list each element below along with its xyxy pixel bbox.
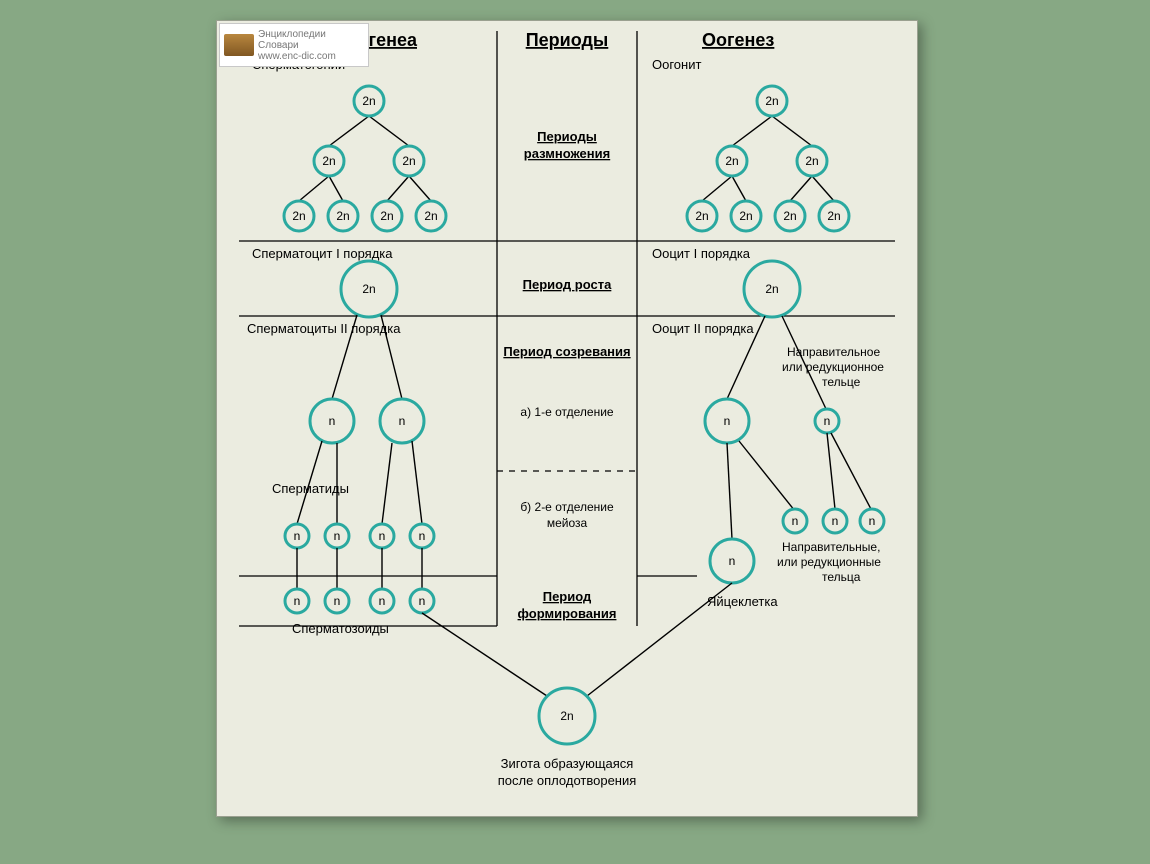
svg-text:Период: Период [543, 589, 592, 604]
svg-text:Направительные,: Направительные, [782, 540, 880, 554]
svg-text:n: n [869, 514, 876, 528]
svg-text:а) 1-е отделение: а) 1-е отделение [520, 405, 613, 419]
svg-text:Ооцит I порядка: Ооцит I порядка [652, 246, 751, 261]
wm-line2: Словари [258, 40, 336, 51]
svg-text:Сперматоциты II порядка: Сперматоциты II порядка [247, 321, 401, 336]
svg-text:2n: 2n [362, 282, 375, 296]
svg-text:Сперматозоиды: Сперматозоиды [292, 621, 389, 636]
wm-url: www.enc-dic.com [258, 51, 336, 62]
wm-line1: Энциклопедии [258, 29, 336, 40]
svg-text:Направительное: Направительное [787, 345, 880, 359]
svg-text:2n: 2n [739, 209, 752, 223]
svg-text:n: n [334, 594, 341, 608]
svg-text:2n: 2n [765, 282, 778, 296]
svg-text:n: n [419, 529, 426, 543]
svg-text:n: n [724, 414, 731, 428]
svg-text:Периоды: Периоды [526, 30, 609, 50]
svg-text:2n: 2n [695, 209, 708, 223]
svg-text:n: n [419, 594, 426, 608]
svg-text:2n: 2n [292, 209, 305, 223]
svg-text:Яйцеклетка: Яйцеклетка [707, 594, 778, 609]
svg-text:тельца: тельца [822, 570, 861, 584]
svg-text:тельце: тельце [822, 375, 861, 389]
svg-text:n: n [334, 529, 341, 543]
svg-text:n: n [399, 414, 406, 428]
svg-text:2n: 2n [402, 154, 415, 168]
svg-text:Ооцит II порядка: Ооцит II порядка [652, 321, 754, 336]
svg-text:Оогенез: Оогенез [702, 30, 774, 50]
svg-text:формирования: формирования [518, 606, 617, 621]
svg-text:2n: 2n [322, 154, 335, 168]
diagram-svg: …генеаПериодыОогенезСперматогонииОогонит… [217, 21, 917, 816]
svg-text:n: n [832, 514, 839, 528]
svg-text:или редукционные: или редукционные [777, 555, 881, 569]
svg-text:Оогонит: Оогонит [652, 57, 701, 72]
svg-text:Период созревания: Период созревания [503, 344, 630, 359]
svg-text:Зигота образующаяся: Зигота образующаяся [501, 756, 634, 771]
svg-text:Период роста: Период роста [523, 277, 612, 292]
svg-text:n: n [729, 554, 736, 568]
svg-text:n: n [294, 594, 301, 608]
svg-text:размножения: размножения [524, 146, 610, 161]
svg-text:Периоды: Периоды [537, 129, 597, 144]
svg-text:n: n [379, 529, 386, 543]
svg-text:2n: 2n [380, 209, 393, 223]
svg-text:2n: 2n [783, 209, 796, 223]
svg-text:Сперматиды: Сперматиды [272, 481, 349, 496]
svg-text:или редукционное: или редукционное [782, 360, 884, 374]
svg-text:2n: 2n [362, 94, 375, 108]
svg-text:2n: 2n [725, 154, 738, 168]
svg-text:2n: 2n [805, 154, 818, 168]
svg-text:n: n [792, 514, 799, 528]
svg-text:2n: 2n [765, 94, 778, 108]
svg-text:2n: 2n [560, 709, 573, 723]
svg-text:Сперматоцит I порядка: Сперматоцит I порядка [252, 246, 393, 261]
svg-text:2n: 2n [827, 209, 840, 223]
svg-text:n: n [824, 414, 831, 428]
watermark: Энциклопедии Словари www.enc-dic.com [219, 23, 369, 67]
svg-text:n: n [329, 414, 336, 428]
svg-text:n: n [379, 594, 386, 608]
svg-text:n: n [294, 529, 301, 543]
diagram-card: Энциклопедии Словари www.enc-dic.com …ге… [216, 20, 918, 817]
svg-text:мейоза: мейоза [547, 516, 588, 530]
svg-text:после оплодотворения: после оплодотворения [498, 773, 637, 788]
svg-text:2n: 2n [424, 209, 437, 223]
svg-text:б) 2-е отделение: б) 2-е отделение [520, 500, 614, 514]
book-icon [224, 34, 254, 56]
svg-text:2n: 2n [336, 209, 349, 223]
